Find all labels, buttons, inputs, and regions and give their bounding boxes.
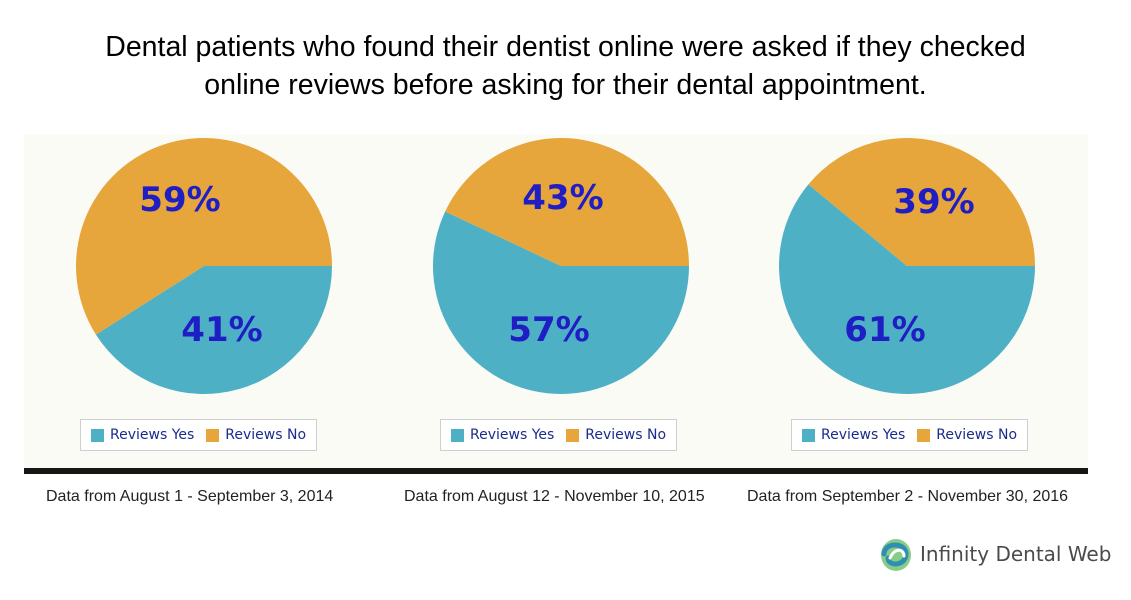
pie-slices-2014 bbox=[75, 137, 332, 394]
legend-2014: Reviews Yes Reviews No bbox=[80, 419, 318, 451]
chart-title: Dental patients who found their dentist … bbox=[0, 28, 1131, 104]
legend-2015: Reviews Yes Reviews No bbox=[440, 419, 678, 451]
pie-slice-no bbox=[445, 138, 689, 266]
caption-2014: Data from August 1 - September 3, 2014 bbox=[46, 488, 334, 505]
legend-item-yes: Reviews Yes bbox=[451, 427, 554, 443]
legend-swatch-no bbox=[206, 428, 220, 442]
caption-2015: Data from August 12 - November 10, 2015 bbox=[404, 488, 705, 505]
legend-label-yes: Reviews Yes bbox=[821, 427, 906, 443]
legend-label-no: Reviews No bbox=[225, 427, 307, 443]
title-line-2: online reviews before asking for their d… bbox=[204, 69, 927, 101]
brand-name: Infinity Dental Web bbox=[920, 542, 1112, 566]
pie-label-yes-2016: 61% bbox=[844, 310, 925, 350]
legend-2016: Reviews Yes Reviews No bbox=[791, 419, 1029, 451]
pie-chart-2015: 57% 43% bbox=[433, 138, 689, 394]
pie-slice-yes bbox=[95, 266, 332, 394]
legend-label-yes: Reviews Yes bbox=[470, 427, 555, 443]
legend-item-yes: Reviews Yes bbox=[802, 427, 905, 443]
legend-swatch-yes bbox=[802, 428, 815, 442]
legend-swatch-no bbox=[917, 428, 931, 442]
infinity-tooth-logo-icon bbox=[881, 539, 911, 571]
pie-label-yes-2014: 41% bbox=[181, 310, 262, 350]
pie-label-no-2014: 59% bbox=[139, 180, 220, 220]
brand-logo: Infinity Dental Web bbox=[876, 534, 1111, 574]
legend-item-no: Reviews No bbox=[917, 427, 1017, 443]
legend-label-no: Reviews No bbox=[585, 427, 667, 443]
pie-slices-2016 bbox=[779, 138, 1035, 394]
legend-item-no: Reviews No bbox=[566, 427, 666, 443]
pie-chart-2014: 41% 59% bbox=[75, 137, 332, 394]
pie-label-no-2015: 43% bbox=[522, 178, 603, 218]
legend-item-no: Reviews No bbox=[206, 427, 306, 443]
legend-label-yes: Reviews Yes bbox=[110, 427, 195, 443]
caption-2016: Data from September 2 - November 30, 201… bbox=[747, 488, 1069, 505]
title-line-1: Dental patients who found their dentist … bbox=[105, 31, 1026, 63]
pie-slice-yes bbox=[779, 184, 1035, 394]
legend-item-yes: Reviews Yes bbox=[91, 427, 194, 443]
pie-slice-no bbox=[808, 138, 1035, 266]
pie-chart-2016: 61% 39% bbox=[779, 138, 1035, 394]
legend-swatch-yes bbox=[451, 428, 464, 442]
legend-swatch-yes bbox=[91, 428, 104, 442]
legend-label-no: Reviews No bbox=[936, 427, 1018, 443]
pie-label-no-2016: 39% bbox=[893, 182, 974, 222]
pie-slices-2015 bbox=[433, 138, 689, 394]
pie-slice-yes bbox=[433, 211, 689, 394]
legend-swatch-no bbox=[566, 428, 580, 442]
panel-divider bbox=[24, 468, 1088, 474]
pie-label-yes-2015: 57% bbox=[508, 310, 589, 350]
pie-slice-no bbox=[75, 137, 332, 335]
